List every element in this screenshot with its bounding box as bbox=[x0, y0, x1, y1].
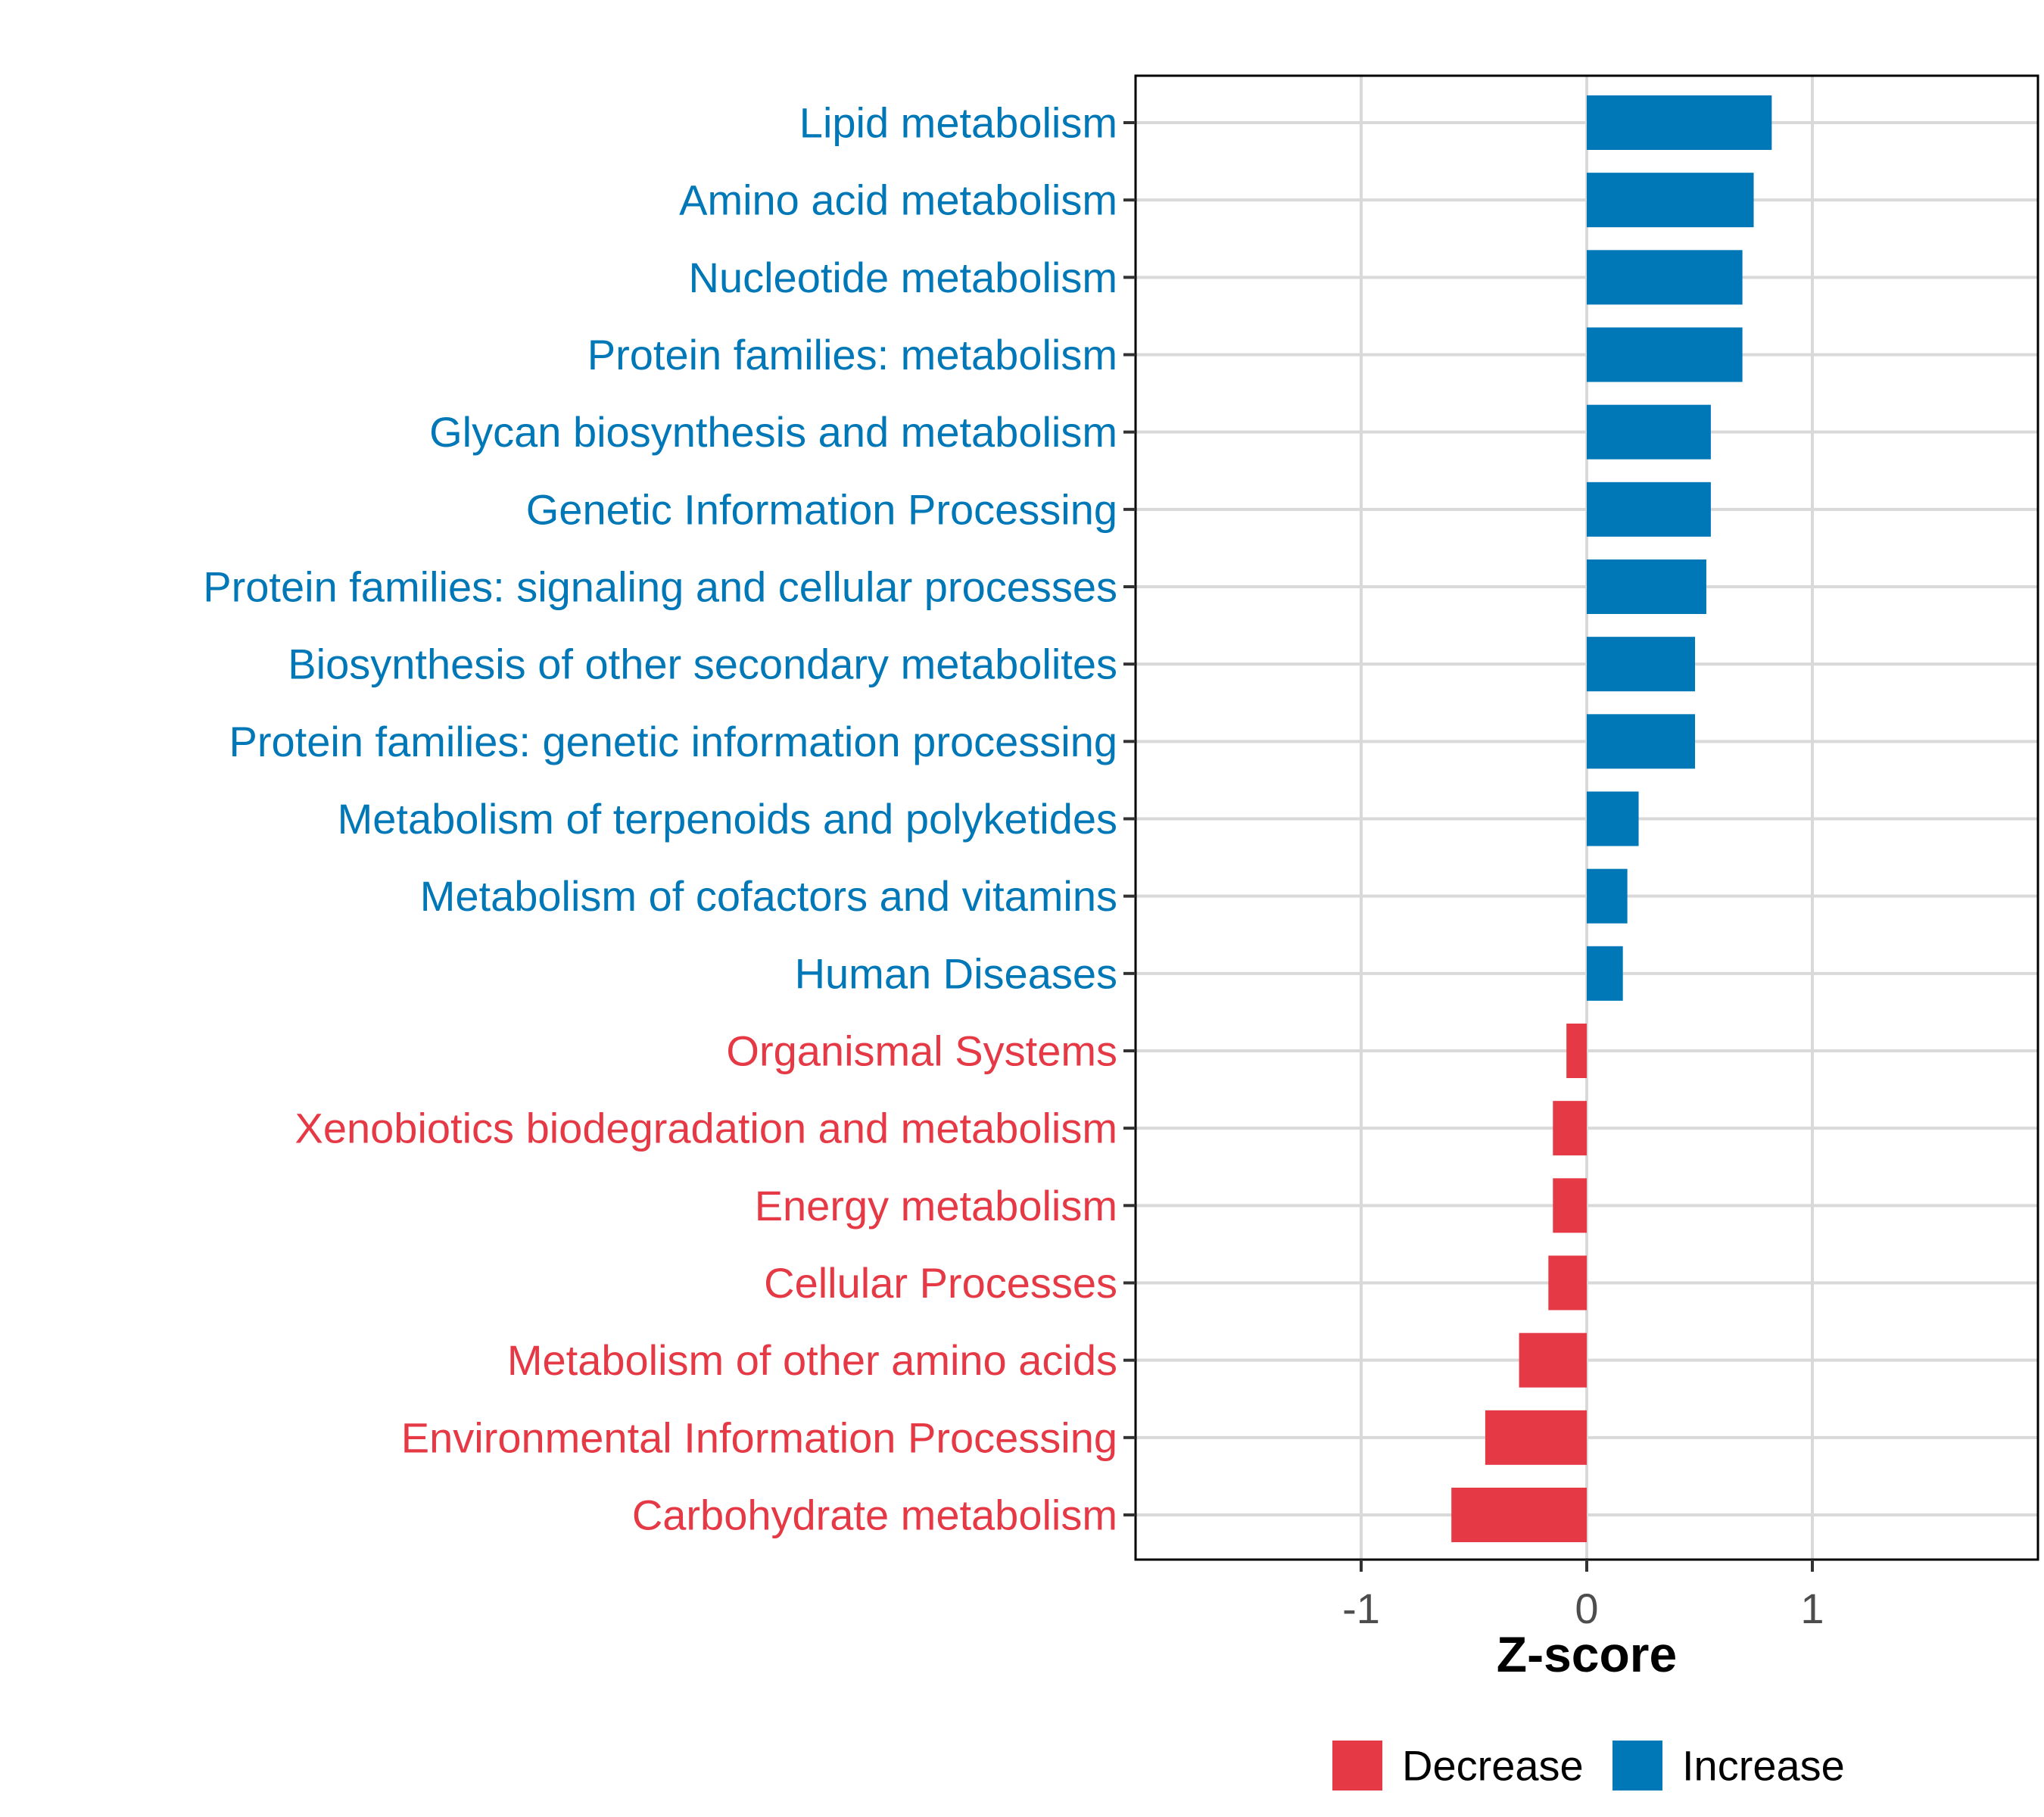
bar bbox=[1587, 791, 1639, 846]
y-axis-label: Protein families: metabolism bbox=[587, 331, 1117, 379]
x-tick-label: 1 bbox=[1800, 1585, 1824, 1632]
y-axis-label: Xenobiotics biodegradation and metabolis… bbox=[295, 1105, 1117, 1152]
bar bbox=[1587, 714, 1696, 769]
bar bbox=[1553, 1178, 1587, 1233]
bar bbox=[1587, 95, 1772, 150]
legend-swatch-decrease bbox=[1332, 1741, 1382, 1791]
bar bbox=[1587, 482, 1711, 537]
bar bbox=[1587, 637, 1696, 692]
y-axis-label: Protein families: genetic information pr… bbox=[229, 718, 1117, 765]
y-axis-label: Protein families: signaling and cellular… bbox=[203, 563, 1117, 611]
legend-label-increase: Increase bbox=[1682, 1742, 1845, 1790]
bar bbox=[1587, 404, 1711, 460]
bar bbox=[1566, 1024, 1587, 1078]
y-axis-label: Biosynthesis of other secondary metaboli… bbox=[288, 640, 1117, 688]
legend: Decrease Increase bbox=[1332, 1741, 1845, 1791]
x-axis-ticks: -1 0 1 bbox=[1342, 1560, 1824, 1632]
bar bbox=[1587, 946, 1623, 1001]
y-axis-label: Energy metabolism bbox=[755, 1182, 1117, 1230]
bar bbox=[1451, 1488, 1587, 1542]
y-axis-label: Metabolism of other amino acids bbox=[507, 1336, 1117, 1384]
y-axis-label: Genetic Information Processing bbox=[526, 485, 1117, 533]
legend-label-decrease: Decrease bbox=[1402, 1742, 1584, 1790]
y-axis-label: Cellular Processes bbox=[764, 1259, 1117, 1307]
bar bbox=[1587, 173, 1754, 228]
x-axis-title: Z-score bbox=[1497, 1626, 1677, 1682]
y-axis-label: Environmental Information Processing bbox=[401, 1413, 1117, 1461]
y-axis-labels: Lipid metabolism Amino acid metabolism Nuc… bbox=[203, 99, 1117, 1539]
y-tick-marks bbox=[1123, 121, 1136, 1516]
bars bbox=[1451, 95, 1772, 1542]
y-axis-label: Metabolism of cofactors and vitamins bbox=[420, 872, 1117, 920]
y-axis-label: Organismal Systems bbox=[726, 1027, 1117, 1075]
bar bbox=[1548, 1255, 1587, 1311]
bar bbox=[1519, 1332, 1587, 1388]
y-axis-label: Metabolism of terpenoids and polyketides bbox=[338, 795, 1117, 843]
bar bbox=[1587, 327, 1743, 382]
bar bbox=[1485, 1410, 1587, 1465]
legend-swatch-increase bbox=[1612, 1741, 1662, 1791]
bar bbox=[1553, 1101, 1587, 1156]
x-tick-label: 0 bbox=[1575, 1585, 1598, 1632]
bar bbox=[1587, 868, 1628, 924]
y-axis-label: Carbohydrate metabolism bbox=[632, 1491, 1117, 1539]
y-axis-label: Glycan biosynthesis and metabolism bbox=[429, 408, 1117, 456]
y-axis-label: Human Diseases bbox=[795, 949, 1117, 997]
y-axis-label: Nucleotide metabolism bbox=[689, 254, 1117, 301]
x-tick-label: -1 bbox=[1342, 1585, 1380, 1632]
y-axis-label: Lipid metabolism bbox=[799, 99, 1117, 147]
bar bbox=[1587, 559, 1706, 614]
y-axis-label: Amino acid metabolism bbox=[679, 176, 1117, 224]
bar bbox=[1587, 250, 1743, 305]
